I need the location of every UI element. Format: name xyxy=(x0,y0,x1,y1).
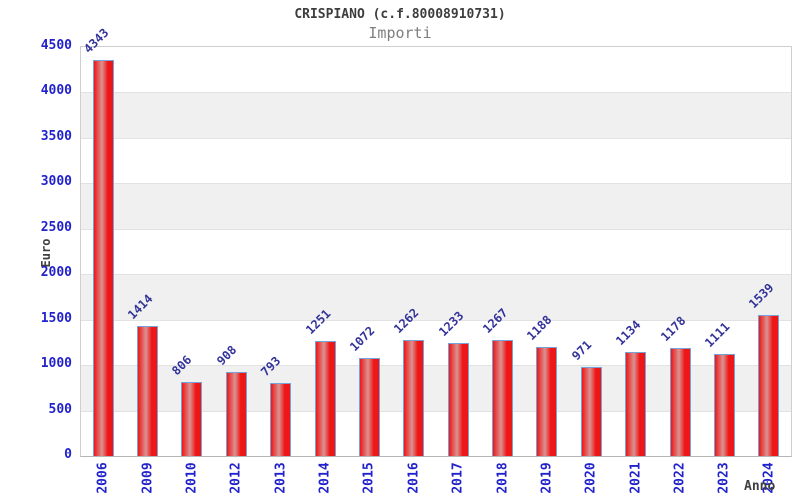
bar-2017 xyxy=(447,342,469,456)
bar-2023 xyxy=(713,354,735,456)
bar-2015 xyxy=(358,357,380,456)
y-tick-label: 4500 xyxy=(40,38,72,53)
bar-2024 xyxy=(758,315,780,456)
y-axis-title: Euro xyxy=(39,238,53,268)
bar-2016 xyxy=(403,340,425,456)
x-tick-label: 2009 xyxy=(140,462,156,494)
x-tick-label: 2018 xyxy=(495,462,511,494)
gridline xyxy=(81,365,791,367)
bar-2014 xyxy=(314,341,336,456)
x-tick-label: 2021 xyxy=(628,462,644,494)
plot-band xyxy=(81,274,791,320)
plot-area: 4343 1414 806 908 793 1251 1072 1262 1233 1267 118… xyxy=(80,26,792,457)
y-tick-label: 1000 xyxy=(40,356,72,372)
x-tick-label: 2020 xyxy=(583,462,599,494)
bar-2009 xyxy=(137,326,159,456)
bar-2010 xyxy=(181,381,203,456)
bar-2013 xyxy=(270,382,292,456)
x-tick-label: 2016 xyxy=(406,462,422,494)
chart-title: CRISPIANO (c.f.80008910731) xyxy=(294,7,506,22)
plot-band xyxy=(81,183,791,229)
plot-band xyxy=(81,47,791,93)
y-tick-label: 1500 xyxy=(40,310,72,326)
y-tick-label: 3000 xyxy=(40,174,72,190)
x-tick-label: 2006 xyxy=(95,462,111,494)
bar-2012 xyxy=(225,372,247,456)
bar-2021 xyxy=(625,351,647,456)
x-tick-label: 2012 xyxy=(228,462,244,494)
plot-band xyxy=(81,92,791,138)
y-tick-label: 0 xyxy=(64,447,72,462)
gridline xyxy=(81,137,791,139)
x-tick-label: 2015 xyxy=(361,462,377,494)
gridline xyxy=(81,410,791,412)
x-tick-label: 2017 xyxy=(450,462,466,494)
gridline xyxy=(81,228,791,230)
bar-2020 xyxy=(580,366,602,456)
bar-2018 xyxy=(492,339,514,456)
bar-2006 xyxy=(92,60,114,456)
x-tick-label: 2023 xyxy=(716,462,732,494)
plot-band xyxy=(81,137,791,184)
chart-subtitle: Importi xyxy=(368,24,432,42)
gridline xyxy=(81,92,791,94)
plot-band xyxy=(81,228,791,275)
y-tick-label: 3500 xyxy=(40,128,72,144)
y-tick-label: 2000 xyxy=(40,265,72,281)
x-tick-label: 2022 xyxy=(672,462,688,494)
x-tick-label: 2014 xyxy=(317,462,333,494)
x-tick-label: 2019 xyxy=(539,462,555,494)
x-axis-title: Anno xyxy=(744,479,776,494)
bar-2019 xyxy=(536,347,558,456)
y-tick-label: 2500 xyxy=(40,219,72,235)
x-tick-label: 2013 xyxy=(273,462,289,494)
gridline xyxy=(81,274,791,276)
x-tick-label: 2010 xyxy=(184,462,200,494)
gridline xyxy=(81,183,791,185)
gridline xyxy=(81,319,791,321)
y-tick-label: 4000 xyxy=(40,83,72,99)
bar-2022 xyxy=(669,347,691,456)
y-tick-label: 500 xyxy=(48,401,72,417)
